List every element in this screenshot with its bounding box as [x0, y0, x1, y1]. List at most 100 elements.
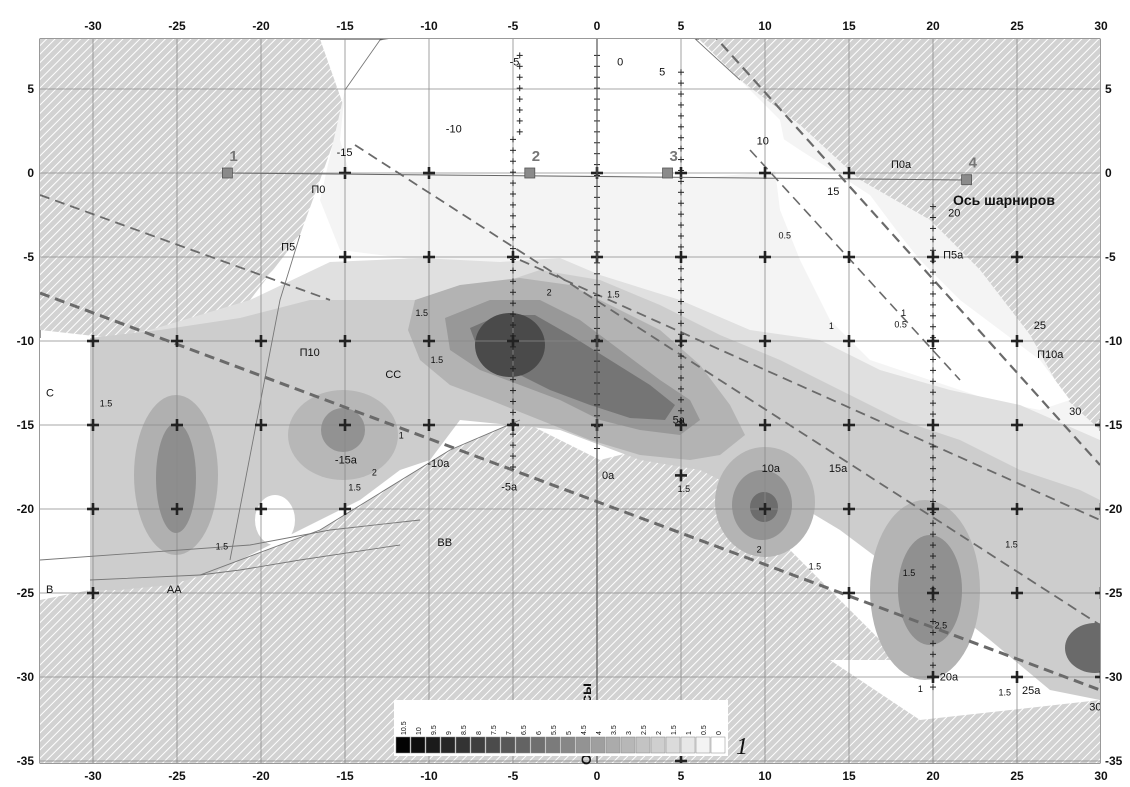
legend-value: 1.5 — [671, 725, 678, 735]
profile-label: П5 — [281, 241, 295, 253]
y-tick-left: 5 — [27, 82, 34, 96]
x-tick-top: 20 — [926, 19, 940, 33]
isoline-label: 1 — [918, 684, 923, 694]
grid-cross — [843, 167, 855, 179]
grid-cross — [930, 378, 936, 385]
grid-cross — [510, 180, 516, 187]
grid-cross — [1011, 503, 1023, 515]
grid-cross — [930, 531, 936, 538]
profile-label: АА — [167, 584, 182, 596]
profile-label: СС — [385, 369, 401, 381]
grid-cross — [678, 222, 684, 229]
grid-cross — [930, 432, 936, 439]
grid-cross — [423, 335, 435, 347]
isoline-label: 1.5 — [216, 541, 229, 551]
grid-cross — [678, 233, 684, 239]
grid-cross — [510, 234, 516, 241]
x-tick-bottom: -15 — [336, 769, 354, 783]
profile-label: 30 — [1069, 406, 1081, 418]
grid-cross — [510, 431, 516, 438]
y-tick-left: 0 — [27, 166, 34, 180]
profile-label: -15а — [335, 455, 358, 467]
grid-cross — [171, 419, 183, 431]
legend-value: 6 — [536, 731, 543, 735]
grid-cross — [516, 96, 523, 103]
grid-cross — [1095, 671, 1100, 683]
legend-value: 7 — [506, 731, 513, 735]
y-tick-left: -15 — [17, 418, 35, 432]
grid-cross — [510, 343, 516, 350]
grid-cross — [678, 385, 684, 392]
legend-swatch — [455, 736, 471, 754]
grid-cross — [171, 503, 183, 515]
grid-cross — [930, 476, 936, 483]
profile-label: -5 — [510, 56, 520, 68]
legend-swatch — [485, 736, 501, 754]
legend-value: 8 — [476, 731, 483, 735]
isoline-label: 2 — [372, 467, 377, 477]
legend-swatch — [500, 736, 516, 754]
marker-label: 3 — [670, 148, 678, 165]
y-ticks-right: 5 0 -5 -10 -15 -20 -25 -30 -35 — [1105, 82, 1123, 768]
hinge-axis-line — [225, 172, 966, 181]
grid-cross — [510, 169, 516, 176]
grid-cross — [510, 278, 516, 285]
legend-swatch — [710, 736, 726, 754]
grid-cross — [516, 52, 523, 59]
grid-cross — [930, 356, 936, 363]
legend-swatch — [530, 736, 546, 754]
legend-value: 6.5 — [521, 725, 528, 735]
grid-cross — [930, 280, 936, 287]
grid-cross — [339, 335, 351, 347]
grid-cross — [759, 251, 771, 263]
grid-cross — [510, 289, 516, 296]
grid-cross — [759, 503, 771, 515]
grid-cross — [423, 251, 435, 263]
grid-cross — [678, 211, 684, 218]
marker-2: 2 — [524, 148, 540, 179]
x-tick-top: 25 — [1010, 19, 1024, 33]
grid-cross — [510, 212, 516, 219]
legend-value: 7.5 — [491, 725, 498, 735]
grid-cross — [1011, 419, 1023, 431]
grid-cross — [87, 587, 99, 599]
grid-cross — [510, 420, 516, 427]
grid-cross — [510, 256, 516, 263]
profile-label: 30а — [1089, 702, 1108, 714]
profile-label: С — [46, 387, 54, 399]
legend-swatch — [635, 736, 651, 754]
grid-cross — [678, 134, 684, 141]
y-tick-right: 0 — [1105, 166, 1112, 180]
grid-cross — [930, 618, 936, 625]
y-tick-left: -5 — [23, 250, 34, 264]
boundary-lines — [40, 39, 741, 581]
grid-cross — [516, 85, 523, 92]
grid-cross — [759, 167, 771, 179]
profile-label: П10 — [300, 347, 320, 359]
grid-cross — [678, 189, 684, 196]
legend-swatch — [665, 736, 681, 754]
grid-cross — [678, 418, 684, 425]
grid-cross — [339, 167, 351, 179]
y-tick-right: -15 — [1105, 418, 1123, 432]
grid-cross — [516, 107, 523, 113]
x-ticks-top: -30 -25 -20 -15 -10 -5 0 5 10 15 20 25 30 — [84, 19, 1108, 33]
grid-cross — [930, 509, 936, 516]
grid-cross — [510, 354, 516, 361]
grid-cross — [510, 332, 516, 339]
grid-cross — [843, 251, 855, 263]
profile-label: 10 — [757, 135, 769, 147]
y-tick-left: -30 — [17, 670, 35, 684]
zone-level-1-5 — [90, 270, 1100, 700]
grid-cross — [87, 419, 99, 431]
x-tick-bottom: -10 — [420, 769, 438, 783]
legend-value: 2 — [656, 731, 663, 735]
profile-label: 25 — [1034, 320, 1046, 332]
grid-cross — [930, 247, 936, 254]
legend-value: 10 — [416, 727, 423, 735]
y-tick-right: -20 — [1105, 502, 1123, 516]
grid-cross — [930, 651, 936, 658]
legend-swatch — [575, 736, 591, 754]
grid-cross — [930, 585, 936, 592]
